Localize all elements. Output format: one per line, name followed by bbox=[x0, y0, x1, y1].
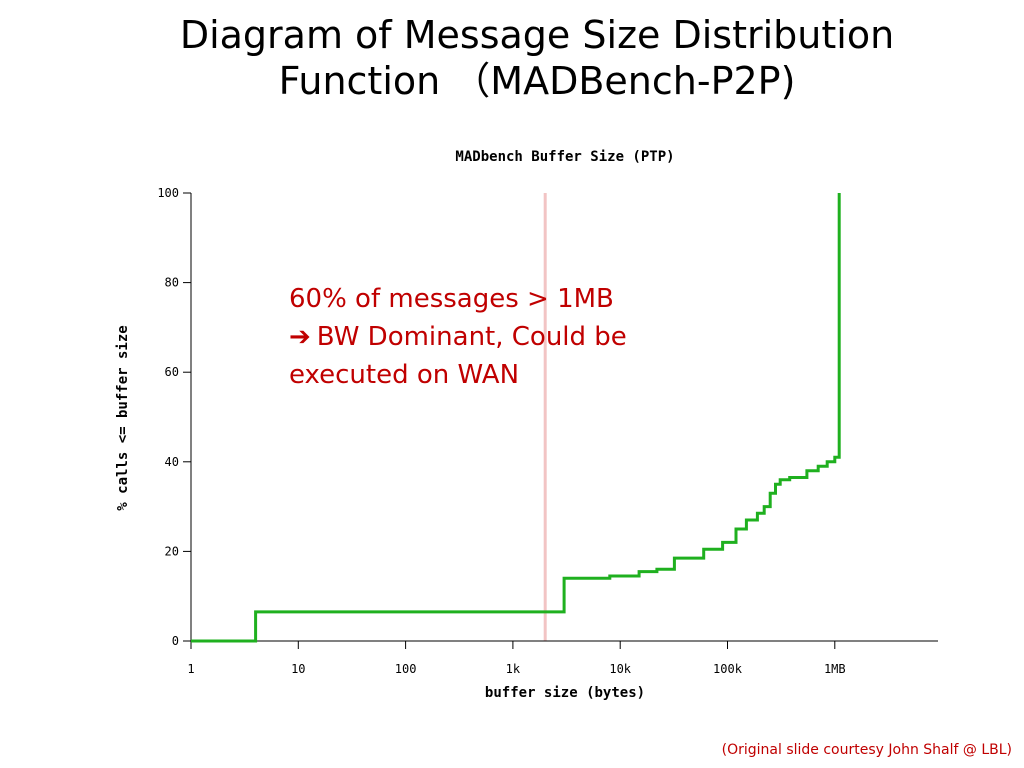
chart-axes: 0 20 40 60 80 100 1 10 100 1k 10k 100k 1MB bbox=[157, 186, 938, 676]
credit-note: (Original slide courtesy John Shalf @ LB… bbox=[721, 742, 1012, 758]
y-tick-label: 0 bbox=[172, 634, 179, 648]
x-tick-label: 1k bbox=[506, 662, 521, 676]
y-tick-label: 80 bbox=[165, 276, 179, 290]
annotation-line-2-text: BW Dominant, Could be bbox=[316, 322, 627, 352]
slide-title-line-2: Function （MADBench-P2P) bbox=[278, 59, 796, 103]
y-tick-label: 20 bbox=[165, 544, 179, 558]
series-line bbox=[191, 193, 841, 643]
slide-title: Diagram of Message Size Distribution Fun… bbox=[80, 12, 994, 104]
chart-title: MADbench Buffer Size (PTP) bbox=[455, 149, 674, 165]
annotation-line-1: 60% of messages > 1MB bbox=[289, 284, 614, 314]
arrow-right-icon: ➔ bbox=[289, 322, 311, 352]
x-axis-label: buffer size (bytes) bbox=[485, 685, 645, 701]
x-tick-label: 1MB bbox=[824, 662, 846, 676]
x-tick-label: 10 bbox=[291, 662, 305, 676]
annotation-line-3: executed on WAN bbox=[289, 360, 520, 390]
annotation-line-2: ➔ BW Dominant, Could be bbox=[289, 318, 729, 356]
y-tick-label: 40 bbox=[165, 455, 179, 469]
slide-title-line-1: Diagram of Message Size Distribution bbox=[179, 13, 895, 57]
y-tick-label: 100 bbox=[157, 186, 179, 200]
x-tick-label: 100k bbox=[713, 662, 743, 676]
x-tick-label: 10k bbox=[609, 662, 631, 676]
y-axis-label: % calls <= buffer size bbox=[115, 325, 131, 510]
chart-annotation: 60% of messages > 1MB ➔ BW Dominant, Coul… bbox=[289, 280, 729, 394]
x-tick-label: 100 bbox=[395, 662, 417, 676]
y-tick-label: 60 bbox=[165, 365, 179, 379]
chart-series-layer bbox=[191, 193, 841, 643]
x-tick-label: 1 bbox=[187, 662, 194, 676]
